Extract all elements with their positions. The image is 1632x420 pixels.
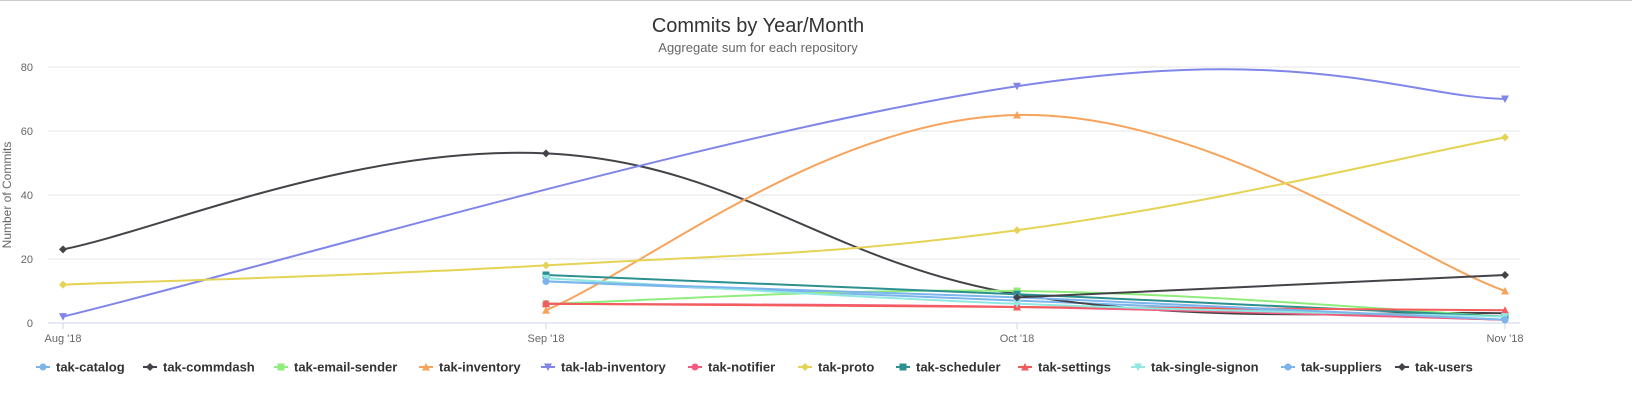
legend-marker — [1284, 363, 1292, 371]
data-point[interactable] — [1501, 95, 1509, 104]
legend-marker — [422, 363, 430, 371]
legend-marker — [899, 363, 907, 371]
data-point[interactable] — [1013, 300, 1021, 308]
legend-item-tak-lab-inventory[interactable]: tak-lab-inventory — [541, 360, 667, 375]
y-tick-label: 20 — [21, 254, 33, 266]
legend-item-tak-inventory[interactable]: tak-inventory — [419, 360, 521, 375]
legend-item-tak-scheduler[interactable]: tak-scheduler — [896, 360, 1001, 375]
data-point[interactable] — [542, 299, 550, 308]
chart-subtitle: Aggregate sum for each repository — [658, 40, 858, 55]
y-axis-label: Number of Commits — [0, 142, 14, 249]
legend-item-tak-email-sender[interactable]: tak-email-sender — [274, 360, 397, 375]
data-point[interactable] — [542, 261, 550, 270]
data-point[interactable] — [1501, 287, 1509, 295]
series-line — [1016, 274, 1506, 299]
series-line — [62, 136, 1506, 286]
series-group — [59, 68, 1509, 324]
data-point[interactable] — [1501, 271, 1509, 279]
data-point[interactable] — [1501, 306, 1509, 314]
series-tak-proto — [59, 133, 1509, 289]
legend-item-tak-notifier[interactable]: tak-notifier — [688, 360, 775, 375]
legend-marker — [544, 363, 552, 371]
legend-label[interactable]: tak-notifier — [708, 360, 775, 375]
legend-label[interactable]: tak-commdash — [163, 360, 255, 375]
data-point[interactable] — [542, 306, 550, 314]
x-tick-label: Nov '18 — [1487, 333, 1524, 345]
chart-title: Commits by Year/Month — [652, 15, 864, 37]
legend-marker — [146, 363, 154, 371]
series-tak-users — [1013, 271, 1509, 302]
x-tick-label: Aug '18 — [45, 333, 82, 345]
legend-label[interactable]: tak-single-signon — [1151, 360, 1259, 375]
y-tick-label: 60 — [21, 126, 33, 138]
data-point[interactable] — [59, 313, 67, 321]
legend-label[interactable]: tak-settings — [1038, 360, 1111, 375]
legend-marker — [801, 363, 809, 371]
legend-label[interactable]: tak-proto — [818, 360, 874, 375]
data-point[interactable] — [1013, 82, 1021, 91]
legend-marker — [1021, 363, 1029, 371]
series-tak-inventory — [542, 111, 1509, 314]
legend-label[interactable]: tak-scheduler — [916, 360, 1001, 375]
legend-label[interactable]: tak-lab-inventory — [561, 360, 667, 375]
series-tak-lab-inventory — [59, 68, 1509, 321]
series-line — [62, 68, 1506, 318]
legend-marker — [39, 363, 47, 371]
data-point[interactable] — [59, 280, 67, 289]
legend: tak-catalog tak-commdash tak-email-sender t… — [36, 360, 1473, 375]
data-point[interactable] — [59, 245, 67, 254]
grid: 0 20 40 60 80 Aug '18 Sep '18 Oct '18 Nov '18 — [21, 62, 1524, 345]
legend-marker — [277, 363, 285, 371]
legend-item-tak-settings[interactable]: tak-settings — [1018, 360, 1111, 375]
legend-label[interactable]: tak-catalog — [56, 360, 125, 375]
y-tick-label: 0 — [27, 318, 33, 330]
legend-marker — [691, 363, 699, 371]
legend-item-tak-users[interactable]: tak-users — [1395, 360, 1473, 375]
data-point[interactable] — [1013, 226, 1021, 235]
legend-item-tak-catalog[interactable]: tak-catalog — [36, 360, 125, 375]
legend-label[interactable]: tak-email-sender — [294, 360, 397, 375]
x-tick-label: Oct '18 — [1000, 333, 1035, 345]
data-point[interactable] — [1501, 133, 1509, 142]
legend-item-tak-suppliers[interactable]: tak-suppliers — [1281, 360, 1382, 375]
legend-item-tak-proto[interactable]: tak-proto — [798, 360, 874, 375]
data-point[interactable] — [542, 277, 550, 285]
legend-label[interactable]: tak-users — [1415, 360, 1473, 375]
data-point[interactable] — [1013, 111, 1021, 119]
legend-marker — [1134, 363, 1142, 371]
top-border — [0, 0, 1632, 1]
legend-item-tak-single-signon[interactable]: tak-single-signon — [1131, 360, 1259, 375]
data-point[interactable] — [542, 149, 550, 158]
x-tick-label: Sep '18 — [528, 333, 565, 345]
legend-item-tak-commdash[interactable]: tak-commdash — [143, 360, 255, 375]
legend-marker — [1398, 363, 1406, 371]
y-tick-label: 80 — [21, 62, 33, 74]
data-point[interactable] — [1013, 293, 1021, 302]
legend-label[interactable]: tak-suppliers — [1301, 360, 1382, 375]
data-point[interactable] — [1501, 316, 1509, 324]
y-tick-label: 40 — [21, 190, 33, 202]
legend-label[interactable]: tak-inventory — [439, 360, 521, 375]
